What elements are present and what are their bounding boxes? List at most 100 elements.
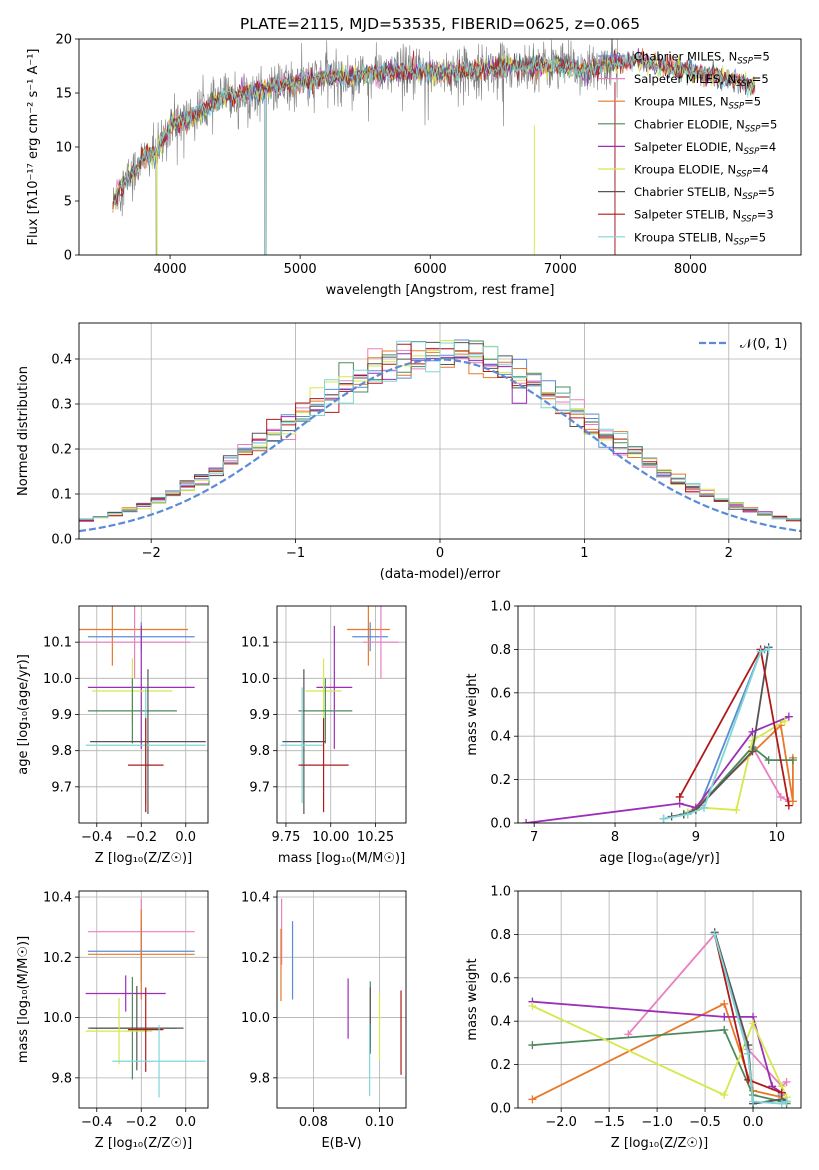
mass-weight-vs-metallicity-panel: −2.0 −1.5 −1.0 −0.5 0.0 0.0 0.2 0.4 0.6 0.8 1.0 Z [… xyxy=(465,885,802,1151)
legend-label: Chabrier ELODIE, NSSP=5 xyxy=(634,117,777,134)
axes-frame xyxy=(78,890,209,1109)
errorbar-point xyxy=(127,718,164,813)
weight-point-marker xyxy=(784,801,793,810)
weight-point-marker xyxy=(764,645,773,654)
y-tick-label: 10.2 xyxy=(241,951,270,966)
axes-frame xyxy=(78,38,802,256)
y-tick-label: 9.9 xyxy=(51,708,72,723)
y-tick-label: 0.1 xyxy=(51,488,72,503)
weight-point-marker xyxy=(683,810,692,819)
legend-label: Salpeter MILES, NSSP=5 xyxy=(634,72,769,89)
legend-label-suffix: =5 xyxy=(760,117,777,131)
weight-point-marker xyxy=(675,792,684,801)
x-tick-label: 0.0 xyxy=(175,1115,196,1130)
y-tick-label: 9.7 xyxy=(249,780,270,795)
errorbar-point xyxy=(305,658,342,724)
age-vs-mass-plot-area xyxy=(277,606,406,823)
y-tick-label: 0.4 xyxy=(51,353,72,368)
y-tick-label: 0.2 xyxy=(490,773,511,788)
histogram-step-stelib-kroupa xyxy=(79,340,801,520)
age-vs-metallicity-plot-area xyxy=(79,606,208,823)
x-tick-label: 7000 xyxy=(544,262,577,277)
weight-point-marker xyxy=(764,756,773,765)
errorbar-point xyxy=(90,985,184,1071)
weight-point-marker xyxy=(720,999,729,1008)
x-tick-label: 10.25 xyxy=(357,830,394,845)
weight-point-marker xyxy=(732,805,741,814)
weight-point-marker xyxy=(522,819,531,823)
age-vs-metallicity-panel: −0.4 −0.2 0.0 9.7 9.8 9.9 10.0 10.1 Z [log₁₀(Z/Z… xyxy=(16,605,209,866)
x-tick-label: 5000 xyxy=(284,262,317,277)
x-axis-label: wavelength [Angstrom, rest frame] xyxy=(326,283,555,298)
legend-label-text: Salpeter ELODIE, N xyxy=(634,140,744,154)
errorbar-point xyxy=(87,678,177,744)
y-axis-label: Normed distribution xyxy=(16,366,31,496)
y-tick-label: 15 xyxy=(55,87,72,102)
legend-label-suffix: =5 xyxy=(744,95,761,109)
x-tick-label: 10.00 xyxy=(312,830,349,845)
model-spectrum-stelib-kroupa xyxy=(112,51,756,205)
weight-series-line xyxy=(525,715,790,823)
x-tick-label: −0.4 xyxy=(81,830,113,845)
axes-frame xyxy=(276,890,407,1109)
legend-label-text: Chabrier STELIB, N xyxy=(634,185,742,199)
errorbar-point xyxy=(112,1025,206,1098)
weight-series-line xyxy=(532,1028,787,1105)
legend-label-suffix: =5 xyxy=(753,50,770,64)
legend-label: Chabrier MILES, NSSP=5 xyxy=(634,50,770,67)
errorbar-point xyxy=(87,625,195,749)
y-tick-label: 10.0 xyxy=(43,672,72,687)
y-tick-label: 0 xyxy=(64,249,72,264)
y-tick-label: 10.1 xyxy=(241,636,270,651)
y-tick-label: 0.0 xyxy=(490,817,511,832)
x-tick-label: 7 xyxy=(530,830,538,845)
x-tick-label: 4000 xyxy=(154,262,187,277)
errorbar-point xyxy=(282,669,326,814)
x-tick-label: −1.5 xyxy=(593,1115,625,1130)
y-tick-label: 0.4 xyxy=(490,730,511,745)
x-tick-label: 8000 xyxy=(674,262,707,277)
y-tick-label: 1.0 xyxy=(490,600,511,615)
x-tick-label: −1.0 xyxy=(641,1115,673,1130)
x-tick-label: −0.5 xyxy=(689,1115,721,1130)
axes-frame xyxy=(78,322,802,540)
weight-point-marker xyxy=(528,1002,537,1011)
legend-label: 𝒩(0, 1) xyxy=(740,337,787,352)
legend-label-suffix: =5 xyxy=(758,185,775,199)
weight-point-marker xyxy=(699,803,708,812)
y-tick-label: 10.1 xyxy=(43,636,72,651)
y-tick-label: 10.4 xyxy=(241,891,270,906)
weight-point-marker xyxy=(720,1012,729,1021)
errorbar-point xyxy=(298,718,349,813)
y-tick-label: 0.6 xyxy=(490,686,511,701)
legend-label-text: Chabrier MILES, N xyxy=(634,50,737,64)
x-tick-label: −0.2 xyxy=(125,1115,157,1130)
x-tick-label: 1 xyxy=(580,546,588,561)
y-tick-label: 9.9 xyxy=(249,708,270,723)
y-tick-label: 0.3 xyxy=(51,398,72,413)
axes-frame xyxy=(78,605,209,824)
x-tick-label: −2 xyxy=(142,546,161,561)
errorbar-point xyxy=(87,909,195,1000)
y-tick-label: 9.8 xyxy=(51,1071,72,1086)
legend-label-subscript: SSP xyxy=(729,102,745,112)
chart-title: PLATE=2115, MJD=53535, FIBERID=0625, z=0… xyxy=(240,15,640,33)
residual-histogram-panel: −2 −1 0 1 2 0.0 0.1 0.2 0.3 0.4 (data-model)/error… xyxy=(16,322,802,582)
y-tick-label: 0.2 xyxy=(490,1058,511,1073)
x-tick-label: 10 xyxy=(768,830,785,845)
errorbar-point xyxy=(346,606,390,666)
legend-label: Salpeter STELIB, NSSP=3 xyxy=(634,208,774,225)
legend-label-subscript: SSP xyxy=(742,192,758,202)
weight-point-marker xyxy=(528,1041,537,1050)
axes-frame xyxy=(517,890,802,1109)
y-axis-label: mass [log₁₀(M/M☉)] xyxy=(16,936,31,1063)
legend-label-text: Salpeter STELIB, N xyxy=(634,208,741,222)
weight-point-marker xyxy=(720,1090,729,1099)
weight-point-marker xyxy=(784,712,793,721)
legend-label-suffix: =3 xyxy=(757,208,774,222)
x-tick-label: 0.0 xyxy=(175,830,196,845)
legend-label: Chabrier STELIB, NSSP=5 xyxy=(634,185,775,202)
x-tick-label: 9 xyxy=(692,830,700,845)
weight-point-marker xyxy=(777,1099,786,1108)
legend-label: Kroupa STELIB, NSSP=5 xyxy=(634,230,766,247)
